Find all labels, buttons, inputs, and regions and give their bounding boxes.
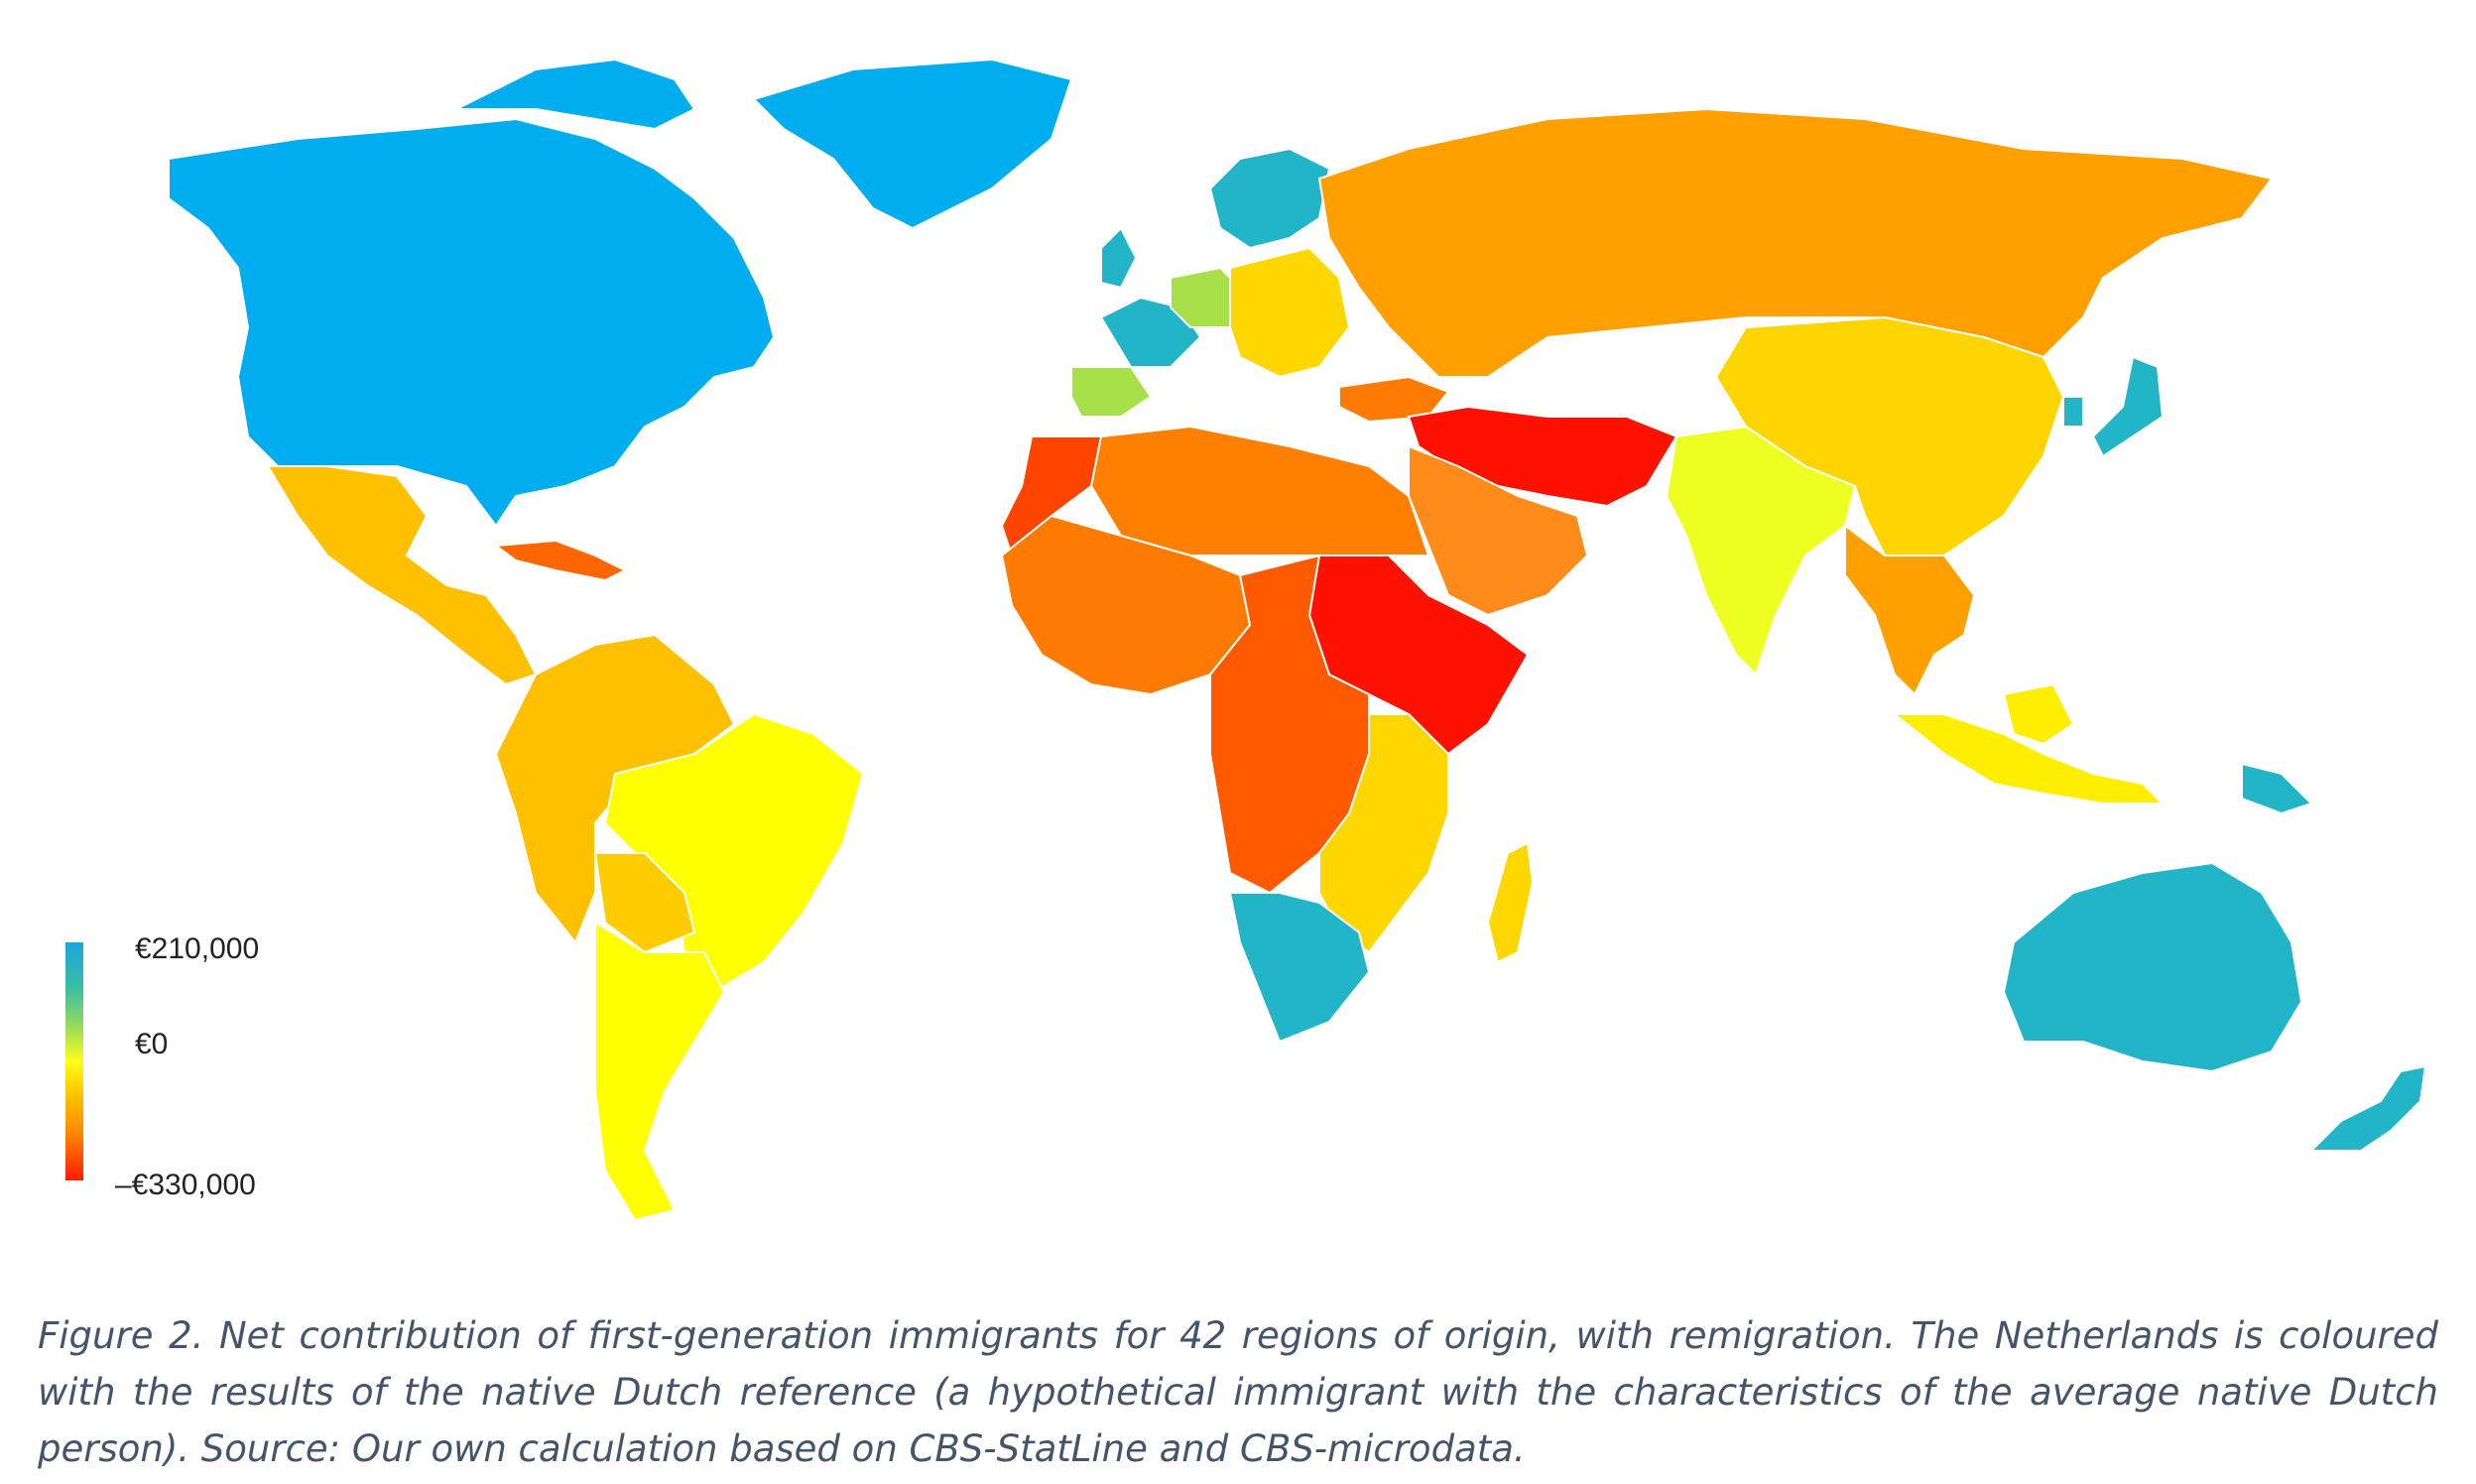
figure-caption: Figure 2. Net contribution of first-gene… xyxy=(38,1314,2438,1470)
legend-min-label: –€330,000 xyxy=(115,1169,256,1201)
world-map xyxy=(168,58,2427,1222)
region-north-america xyxy=(455,58,696,131)
region-southern-africa xyxy=(1228,892,1371,1044)
legend-zero-label: €0 xyxy=(135,1028,169,1060)
region-indonesia xyxy=(2002,682,2075,746)
world-map-area xyxy=(168,58,2427,1222)
region-scandinavia xyxy=(1208,147,1331,250)
region-southern-south-america xyxy=(594,921,726,1222)
region-greenland xyxy=(752,58,1073,230)
region-north-africa xyxy=(1089,425,1430,556)
region-eastern-europe xyxy=(1229,246,1351,379)
legend-color-bar xyxy=(65,942,83,1180)
region-iberia xyxy=(1070,366,1153,418)
region-bolivia-paraguay xyxy=(593,852,696,954)
region-papua-new-guinea xyxy=(2241,762,2313,815)
region-mexico-central-america xyxy=(266,465,538,686)
region-madagascar xyxy=(1486,841,1535,964)
region-caribbean xyxy=(493,539,628,582)
region-japan-korea xyxy=(2091,355,2165,458)
region-russia-central-asia xyxy=(1317,107,2274,378)
region-indonesia xyxy=(1892,713,2166,804)
legend-max-label: €210,000 xyxy=(135,932,260,965)
region-east-southeast-africa xyxy=(1318,713,1449,954)
region-australia xyxy=(2002,861,2303,1073)
color-legend: €210,000 €0 –€330,000 xyxy=(65,932,383,1201)
region-arabian-peninsula xyxy=(1408,444,1589,617)
region-japan-korea xyxy=(2062,396,2084,428)
region-western-europe xyxy=(1100,226,1138,290)
region-north-america xyxy=(168,117,776,528)
region-southeast-asia xyxy=(1844,524,1976,696)
region-new-zealand xyxy=(2308,1064,2427,1152)
